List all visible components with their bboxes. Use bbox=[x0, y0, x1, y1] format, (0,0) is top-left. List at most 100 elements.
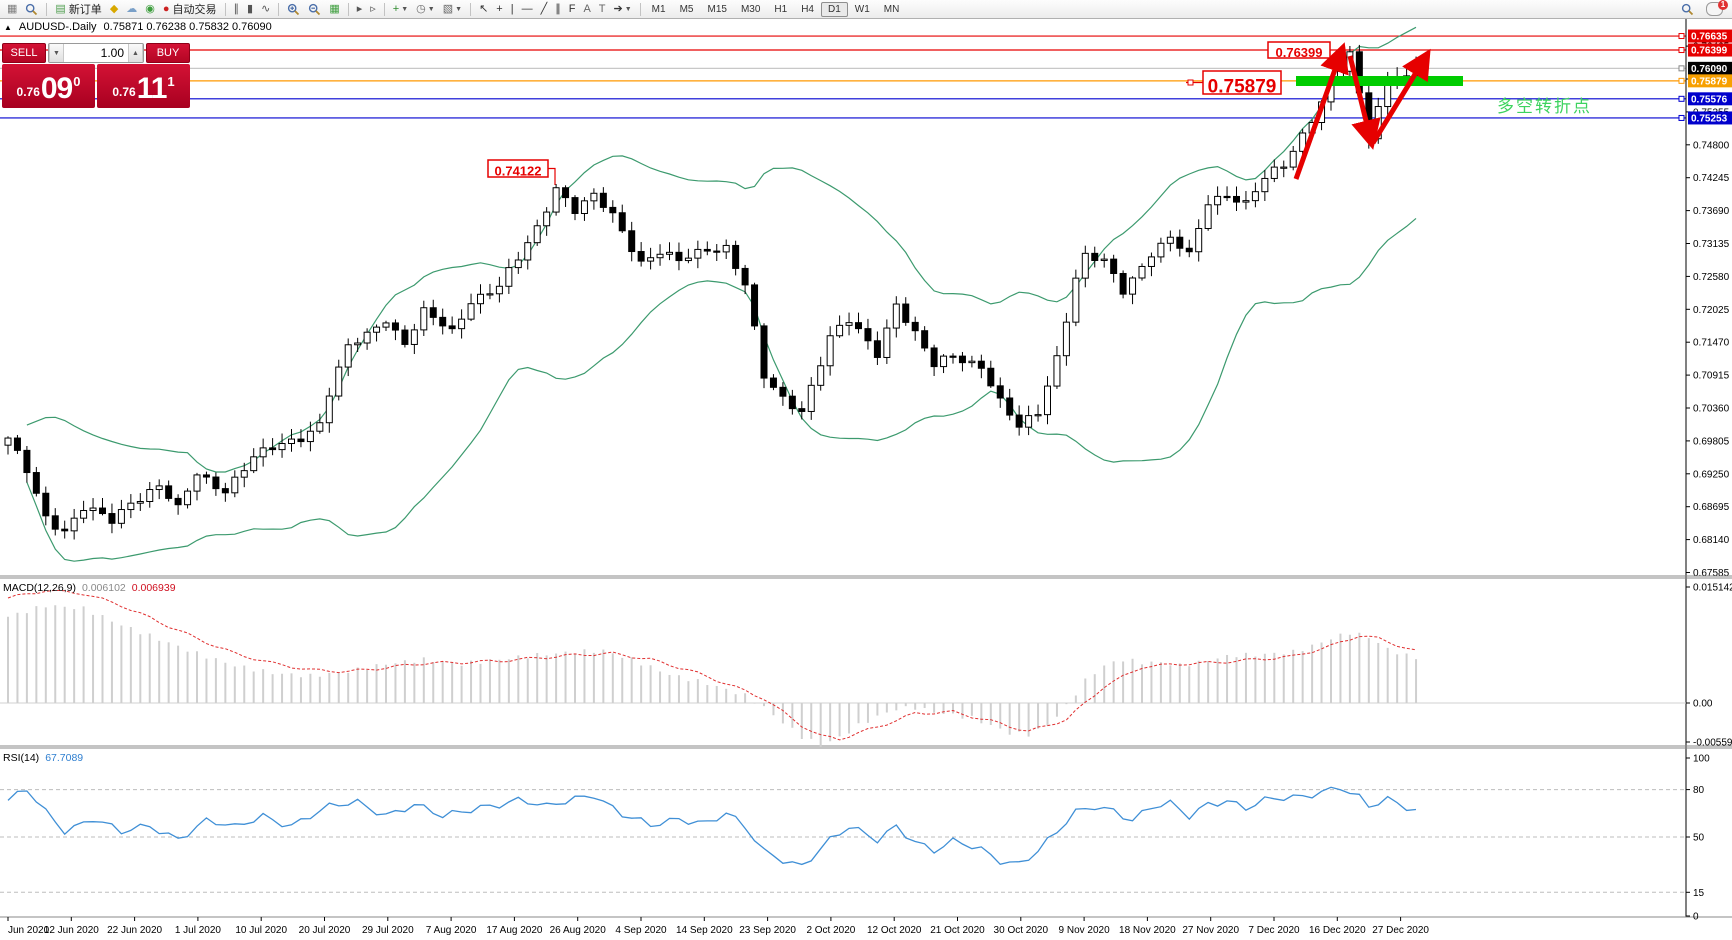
channel-icon: ∥ bbox=[555, 3, 561, 15]
macd-tick-label: 0.00 bbox=[1693, 699, 1713, 710]
svg-text:0.75576: 0.75576 bbox=[1691, 94, 1728, 105]
timeframe-button-mn[interactable]: MN bbox=[883, 3, 900, 15]
timeframe-button-m5[interactable]: M5 bbox=[679, 3, 694, 15]
price-badge bbox=[1688, 111, 1732, 125]
bar-chart-button[interactable]: ∥ bbox=[230, 0, 244, 18]
price-annotation-label[interactable] bbox=[1202, 70, 1282, 95]
buy-button[interactable]: BUY bbox=[146, 43, 190, 63]
rsi-indicator-label: RSI(14) 67.7089 bbox=[3, 752, 83, 764]
label-button[interactable]: T bbox=[595, 0, 610, 18]
new-order-button[interactable]: ▤ 新订单 bbox=[51, 0, 105, 18]
fibonacci-button[interactable]: F bbox=[565, 0, 580, 18]
timeframe-button-m15[interactable]: M15 bbox=[707, 3, 727, 15]
pane-separators bbox=[0, 575, 1732, 918]
arrows-icon: ➔ bbox=[613, 3, 623, 15]
line-chart-button[interactable]: ∿ bbox=[257, 0, 274, 18]
chart-note-text[interactable]: 多空转折点 bbox=[1497, 97, 1592, 116]
new-chart-button[interactable]: ▦ bbox=[3, 0, 21, 18]
vertical-line-button[interactable]: | bbox=[507, 0, 518, 18]
search-button[interactable] bbox=[1677, 0, 1698, 18]
zoom-out-button[interactable] bbox=[304, 0, 325, 18]
timeframe-button-d1[interactable]: D1 bbox=[820, 1, 848, 17]
timeframe-button-h4[interactable]: H4 bbox=[801, 3, 814, 15]
sell-price-tile[interactable]: 0.76 09 0 bbox=[2, 64, 95, 108]
rsi-pane: 100 80 50 15 0 bbox=[0, 754, 1710, 923]
sell-price-big: 09 bbox=[40, 72, 73, 105]
timeframe-button-m1[interactable]: M1 bbox=[651, 3, 666, 15]
toolbar-separator bbox=[347, 2, 349, 16]
zoom-in-button[interactable] bbox=[283, 0, 304, 18]
metaeditor-button[interactable]: ◆ bbox=[106, 0, 122, 18]
volume-decrease-button[interactable]: ▼ bbox=[49, 44, 64, 62]
trendline-button[interactable]: ╱ bbox=[537, 0, 552, 18]
signal-button[interactable]: ◉ bbox=[141, 0, 159, 18]
publish-button[interactable]: ☁ bbox=[122, 0, 141, 18]
cursor-button[interactable]: ↖ bbox=[475, 0, 492, 18]
autotrade-label: 自动交易 bbox=[172, 4, 217, 16]
templates-button[interactable]: ▧ ▼ bbox=[439, 0, 466, 18]
text-button[interactable]: A bbox=[579, 0, 594, 18]
templates-icon: ▧ bbox=[442, 3, 454, 15]
date-tick-label: 23 Sep 2020 bbox=[739, 925, 796, 936]
trend-arrow-3[interactable] bbox=[1370, 48, 1431, 145]
price-annotation-label[interactable] bbox=[1267, 41, 1331, 59]
indicators-button[interactable]: + ▼ bbox=[389, 0, 412, 18]
chevron-down-icon: ▼ bbox=[401, 5, 409, 13]
chart-annotations[interactable]: 0.76399 0.75879 0.74122 多空转折点 bbox=[487, 41, 1592, 185]
horizontal-line-button[interactable]: — bbox=[518, 0, 537, 18]
trend-arrow-1[interactable] bbox=[1293, 42, 1349, 180]
date-tick-label: 7 Dec 2020 bbox=[1248, 925, 1300, 936]
chevron-down-icon: ▼ bbox=[455, 5, 463, 13]
date-tick-label: 4 Sep 2020 bbox=[615, 925, 667, 936]
arrows-button[interactable]: ➔ ▼ bbox=[610, 0, 636, 18]
price-tick-label: 0.73690 bbox=[1693, 206, 1730, 217]
toolbar-separator bbox=[46, 2, 48, 16]
candlestick-chart-icon: ▮ bbox=[247, 3, 254, 15]
rsi-tick-label: 0 bbox=[1693, 912, 1699, 923]
rsi-tick-label: 80 bbox=[1693, 785, 1705, 796]
price-chart-canvas[interactable]: 0.764650.759100.753550.748000.742450.736… bbox=[0, 19, 1732, 940]
new-order-icon: ▤ bbox=[55, 3, 66, 15]
toolbar: ▦ ▤ 新订单 ◆ ☁ ◉ ● 自动交易 ∥ ▮ ∿ ▦ ▸ ▹ + ▼ ◷ ▼ ▧ ▼ ↖ + | — ╱ ∥ F A T ➔ ▼ M1 M5… bbox=[0, 0, 1732, 19]
bollinger-upper-band bbox=[26, 26, 1417, 473]
date-tick-label: 1 Jul 2020 bbox=[175, 925, 222, 936]
timeframe-button-h1[interactable]: H1 bbox=[774, 3, 788, 15]
chevron-down-icon: ▼ bbox=[427, 5, 435, 13]
date-tick-label: 30 Oct 2020 bbox=[994, 925, 1049, 936]
timeframe-button-w1[interactable]: W1 bbox=[854, 3, 870, 15]
buy-price-tile[interactable]: 0.76 11 1 bbox=[97, 64, 190, 108]
candlestick-chart-button[interactable]: ▮ bbox=[243, 0, 257, 18]
chart-title: ▲ AUDUSD-.Daily 0.75871 0.76238 0.75832 … bbox=[4, 21, 272, 33]
price-annotation-label[interactable] bbox=[487, 159, 549, 178]
autotrade-button[interactable]: ● 自动交易 bbox=[159, 0, 221, 18]
channel-button[interactable]: ∥ bbox=[551, 0, 565, 18]
trend-arrow-2[interactable] bbox=[1347, 55, 1381, 150]
volume-increase-button[interactable]: ▲ bbox=[128, 44, 143, 62]
volume-stepper[interactable]: ▼ ▲ bbox=[48, 43, 144, 63]
support-zone-bar[interactable] bbox=[1296, 76, 1463, 86]
bollinger-lower-band bbox=[26, 217, 1417, 562]
volume-input[interactable] bbox=[64, 44, 128, 62]
macd-tick-label: 0.015142 bbox=[1693, 583, 1732, 594]
crosshair-button[interactable]: + bbox=[492, 0, 506, 18]
chart-window[interactable]: 0.764650.759100.753550.748000.742450.736… bbox=[0, 19, 1732, 940]
rsi-name: RSI(14) bbox=[3, 752, 40, 764]
notifications-button[interactable]: 1 bbox=[1706, 0, 1728, 16]
date-tick-label: 14 Sep 2020 bbox=[676, 925, 733, 936]
buy-price-prefix: 0.76 bbox=[112, 85, 136, 99]
timeframe-button-m30[interactable]: M30 bbox=[740, 3, 761, 15]
chart-shift-button[interactable]: ▹ bbox=[366, 0, 380, 18]
auto-scroll-button[interactable]: ▸ bbox=[353, 0, 367, 18]
date-tick-label: 2 Oct 2020 bbox=[806, 925, 855, 936]
tile-windows-button[interactable]: ▦ bbox=[325, 0, 343, 18]
sell-button[interactable]: SELL bbox=[2, 43, 46, 63]
price-axis[interactable]: 0.764650.759100.753550.748000.742450.736… bbox=[1685, 19, 1730, 917]
svg-text:0.75879: 0.75879 bbox=[1691, 76, 1728, 87]
profiles-button[interactable] bbox=[21, 0, 42, 18]
toolbar-separator bbox=[383, 2, 385, 16]
periods-button[interactable]: ◷ ▼ bbox=[412, 0, 439, 18]
date-tick-label: 12 Oct 2020 bbox=[867, 925, 922, 936]
rsi-tick-label: 15 bbox=[1693, 888, 1705, 899]
price-tick-label: 0.70360 bbox=[1693, 404, 1730, 415]
